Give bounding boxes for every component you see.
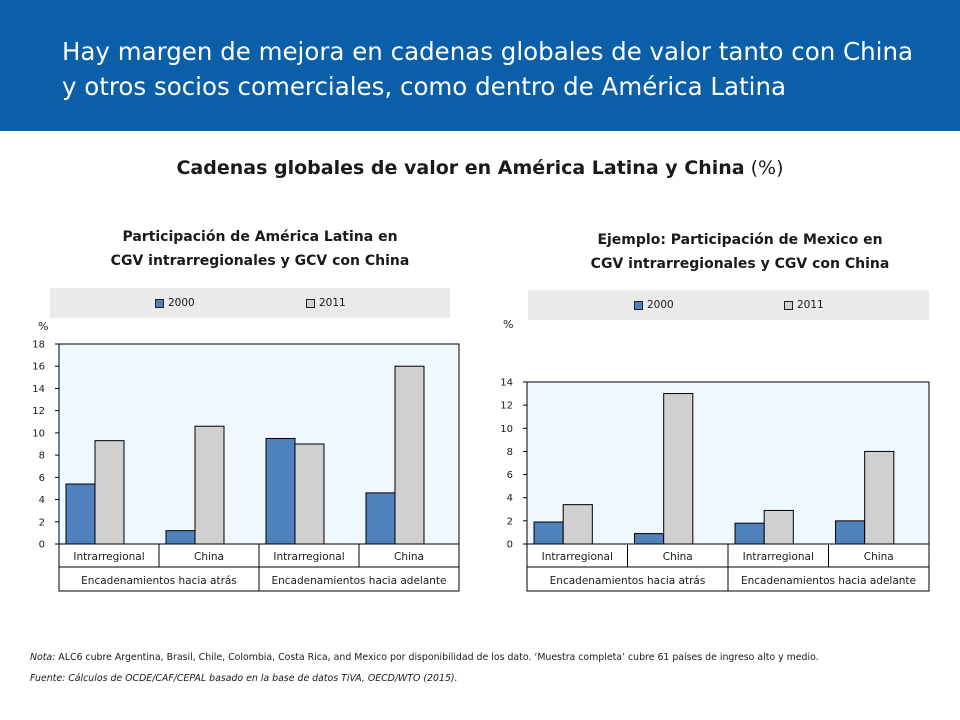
chart2-bar-2011-2 xyxy=(763,509,794,545)
chart2-group-label: Encadenamientos hacia atrás xyxy=(550,575,706,587)
footnote-text: ALC6 cubre Argentina, Brasil, Chile, Col… xyxy=(55,652,819,663)
chart1-legend: 2000 2011 xyxy=(50,288,450,318)
chart2-ytick-label: 14 xyxy=(500,378,513,389)
legend-label-2000: 2000 xyxy=(647,299,674,311)
chart2-ytick-label: 0 xyxy=(507,540,513,551)
chart1-ytick-label: 6 xyxy=(39,473,45,484)
chart1-category-label: China xyxy=(194,551,224,563)
chart2-bar-2011-3 xyxy=(864,450,895,545)
chart2-title-line1: Ejemplo: Participación de Mexico en xyxy=(597,232,883,248)
chart1-ytick-label: 8 xyxy=(39,451,45,462)
chart2-legend-item-2011: 2011 xyxy=(784,299,824,311)
slide-title: Hay margen de mejora en cadenas globales… xyxy=(62,34,952,104)
chart1-title: Participación de América Latina en CGV i… xyxy=(60,225,460,273)
chart1-bar-2011-3 xyxy=(394,365,425,545)
main-title-suffix: (%) xyxy=(744,157,784,179)
chart2-unit-label: % xyxy=(503,318,513,331)
chart1-bar-2011-2 xyxy=(294,443,325,545)
slide-title-line2: y otros socios comerciales, como dentro … xyxy=(62,72,787,101)
chart1-legend-item-2011: 2011 xyxy=(306,297,346,309)
chart2-title: Ejemplo: Participación de Mexico en CGV … xyxy=(540,228,940,276)
main-chart-title: Cadenas globales de valor en América Lat… xyxy=(0,157,960,179)
chart2-ytick-label: 2 xyxy=(507,516,513,527)
chart1-ytick-label: 2 xyxy=(39,517,45,528)
chart2-ytick-label: 10 xyxy=(500,424,513,435)
chart1-ytick-label: 10 xyxy=(32,428,45,439)
chart1-legend-item-2000: 2000 xyxy=(155,297,195,309)
charts-canvas: 0 2 4 6 8 10 12 14 16 18% Intrarregional China Intra… xyxy=(32,318,930,592)
chart1-ytick-label: 16 xyxy=(32,362,45,373)
footnote: Nota: ALC6 cubre Argentina, Brasil, Chil… xyxy=(30,652,950,663)
header-banner: Hay margen de mejora en cadenas globales… xyxy=(0,0,960,131)
chart1-ytick-label: 0 xyxy=(39,540,45,551)
legend-label-2011: 2011 xyxy=(319,297,346,309)
chart2-bar-2011-1 xyxy=(663,393,694,545)
chart1-ytick-label: 4 xyxy=(39,495,45,506)
chart2-category-label: China xyxy=(663,551,693,563)
chart2-bar-2000-3 xyxy=(835,520,866,545)
chart1-title-line1: Participación de América Latina en xyxy=(122,229,398,245)
chart2-ytick-label: 4 xyxy=(507,493,513,504)
source-note: Fuente: Cálculos de OCDE/CAF/CEPAL basad… xyxy=(30,673,458,684)
chart1-category-label: Intrarregional xyxy=(73,551,144,563)
legend-swatch-2000 xyxy=(634,300,643,310)
chart1-category-label: Intrarregional xyxy=(273,551,344,563)
chart1-title-line2: CGV intrarregionales y GCV con China xyxy=(110,253,410,269)
chart2-title-line2: CGV intrarregionales y CGV con China xyxy=(590,256,890,272)
chart1-bar-2011-1 xyxy=(194,425,225,545)
chart2-category-label: Intrarregional xyxy=(743,551,814,563)
chart2-group-label: Encadenamientos hacia adelante xyxy=(741,575,916,587)
chart1-bar-2000-0 xyxy=(65,483,96,545)
legend-label-2011: 2011 xyxy=(797,299,824,311)
chart1-bar-2011-0 xyxy=(94,440,125,545)
chart2-bar-2000-0 xyxy=(533,521,564,545)
chart2-ytick-label: 12 xyxy=(500,401,513,412)
chart1-unit-label: % xyxy=(38,320,48,333)
legend-swatch-2011 xyxy=(784,300,793,310)
main-title-bold: Cadenas globales de valor en América Lat… xyxy=(176,157,745,179)
chart2-bar-2011-0 xyxy=(562,504,593,545)
chart1-group-label: Encadenamientos hacia adelante xyxy=(271,575,446,587)
chart1-ytick-label: 14 xyxy=(32,384,45,395)
chart2-ytick-label: 8 xyxy=(507,447,513,458)
chart1-ytick-label: 12 xyxy=(32,406,45,417)
chart2-ytick-label: 6 xyxy=(507,470,513,481)
legend-swatch-2011 xyxy=(306,298,315,308)
chart1-category-label: China xyxy=(394,551,424,563)
chart1-group-label: Encadenamientos hacia atrás xyxy=(81,575,237,587)
chart1-bar-2000-3 xyxy=(365,492,396,545)
chart2-bar-2000-2 xyxy=(734,522,765,545)
chart1-bar-2000-2 xyxy=(265,437,296,545)
footnote-label: Nota: xyxy=(30,652,56,663)
chart2-plot-area xyxy=(526,381,930,545)
chart2-category-label: China xyxy=(864,551,894,563)
legend-label-2000: 2000 xyxy=(168,297,195,309)
legend-swatch-2000 xyxy=(155,298,164,308)
chart2-category-label: Intrarregional xyxy=(542,551,613,563)
chart2-legend-item-2000: 2000 xyxy=(634,299,674,311)
chart2-bar-2000-1 xyxy=(634,533,665,545)
chart1-bar-2000-1 xyxy=(165,530,196,545)
chart2-legend: 2000 2011 xyxy=(528,290,929,320)
chart1-ytick-label: 18 xyxy=(32,340,45,351)
slide-title-line1: Hay margen de mejora en cadenas globales… xyxy=(62,37,914,66)
